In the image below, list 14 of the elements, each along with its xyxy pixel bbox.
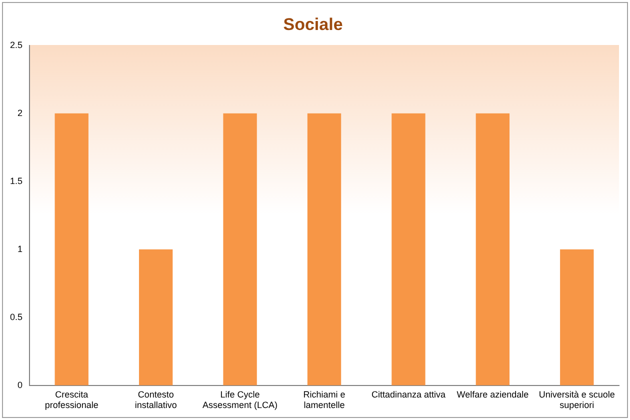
- y-tick-label: 2.5: [10, 40, 23, 50]
- x-tick-label: Cittadinanza attiva: [371, 389, 446, 400]
- x-tick-label: Richiami e lamentelle: [303, 389, 346, 410]
- y-tick-label: 0: [17, 380, 23, 390]
- y-tick-label: 1: [17, 244, 23, 254]
- x-tick-label: Crescita professionale: [44, 389, 98, 410]
- y-tick-label: 2: [17, 108, 23, 118]
- chart-title: Sociale: [283, 14, 343, 34]
- x-tick-label: Welfare aziendale: [456, 389, 529, 400]
- x-tick-label: Life Cycle Assessment (LCA): [202, 389, 278, 410]
- x-tick-label: Contesto installativo: [134, 389, 177, 410]
- y-tick-label: 0.5: [10, 312, 23, 322]
- x-tick-label: Università e scuole superiori: [538, 389, 615, 410]
- y-tick-label: 1.5: [10, 176, 23, 186]
